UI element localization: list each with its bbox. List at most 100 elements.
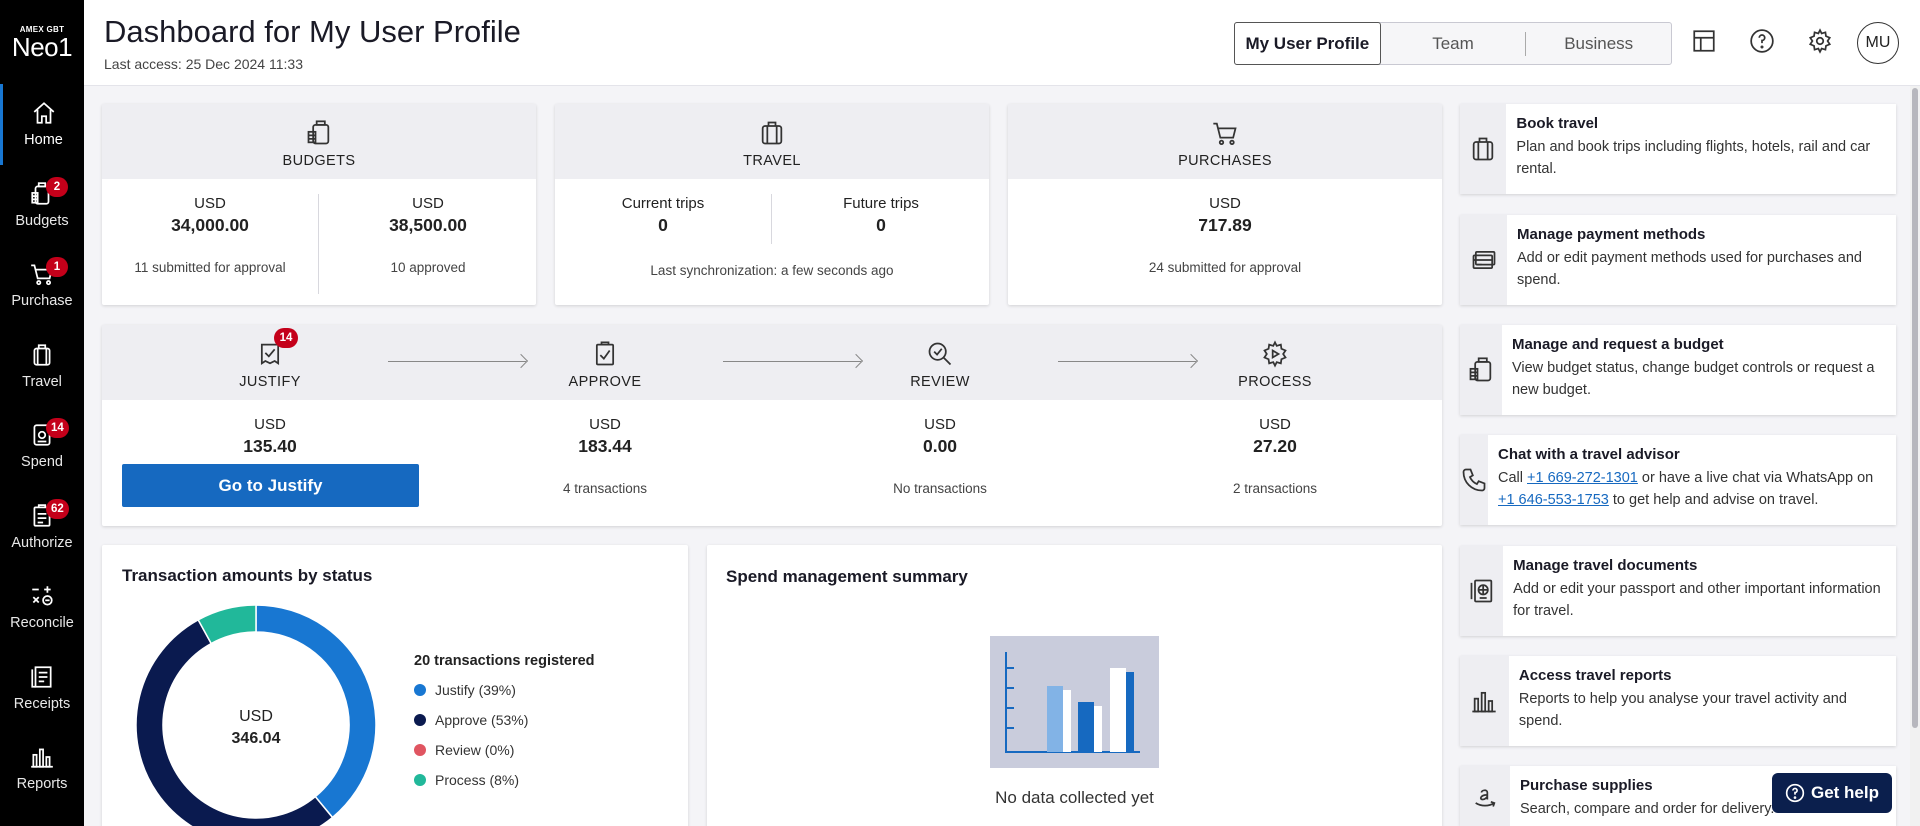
budget-icon [1469, 357, 1492, 382]
approve-metric: USD 183.44 4 transactions [505, 416, 705, 496]
settings-button[interactable] [1805, 26, 1835, 56]
future-trips-metric: Future trips 0 [773, 195, 989, 236]
justify-icon [260, 343, 280, 365]
get-help-button[interactable]: Get help [1772, 773, 1892, 813]
step-justify[interactable]: JUSTIFY [170, 325, 370, 400]
currency-label: USD [1209, 195, 1241, 212]
phone-link-2[interactable]: +1 646-553-1753 [1498, 492, 1609, 508]
action-title: Book travel [1516, 115, 1599, 132]
action-book-travel[interactable]: Book travel Plan and book trips includin… [1460, 104, 1896, 194]
step-approve[interactable]: APPROVE [505, 325, 705, 400]
donut-segment-approve[interactable] [136, 618, 334, 826]
flow-arrow [1058, 361, 1196, 362]
sidebar-item-label: Travel [22, 373, 62, 390]
action-title: Manage and request a budget [1511, 336, 1724, 353]
legend-item-review[interactable]: Review (0%) [414, 742, 595, 758]
budgets-submitted-metric: USD 34,000.00 11 submitted for approval [102, 195, 318, 275]
action-access-travel-reports[interactable]: Access travel reports Reports to help yo… [1460, 656, 1896, 746]
donut-segment-justify[interactable] [255, 605, 376, 819]
tab-my-user-profile[interactable]: My User Profile [1234, 22, 1381, 65]
legend-label: Process (8%) [435, 772, 520, 788]
purchases-card[interactable]: PURCHASES USD 717.89 24 submitted for ap… [1008, 104, 1442, 305]
legend-label: Review (0%) [435, 742, 515, 758]
step-process[interactable]: PROCESS [1175, 325, 1375, 400]
action-chat-travel-advisor[interactable]: Chat with a travel advisor Call +1 669-2… [1460, 435, 1896, 525]
sidebar-item-authorize[interactable]: 62 Authorize [0, 487, 84, 568]
avatar[interactable]: MU [1857, 22, 1899, 64]
go-to-justify-button[interactable]: Go to Justify [122, 464, 419, 507]
action-icon-box [1460, 546, 1504, 636]
sidebar-item-label: Spend [21, 454, 63, 471]
legend-item-process[interactable]: Process (8%) [414, 772, 595, 788]
brand-name: Neo1 [11, 31, 73, 62]
process-sub: 2 transactions [1232, 481, 1318, 496]
travel-card[interactable]: TRAVEL Current trips 0 Future trips 0 La… [555, 104, 989, 305]
tab-business[interactable]: Business [1564, 33, 1634, 53]
legend-item-justify[interactable]: Justify (39%) [414, 682, 595, 698]
get-help-label: Get help [1810, 783, 1879, 802]
action-manage-travel-documents[interactable]: Manage travel documents Add or edit your… [1460, 546, 1896, 636]
currency-label: USD [589, 416, 621, 433]
tab-team[interactable]: Team [1432, 33, 1474, 53]
travel-card-header: TRAVEL [555, 104, 989, 179]
travel-sync: Last synchronization: a few seconds ago [555, 263, 989, 278]
sidebar-item-reports[interactable]: Reports [0, 728, 84, 809]
passport-icon [1470, 579, 1492, 603]
sidebar-item-travel[interactable]: Travel [0, 326, 84, 407]
sidebar-item-spend[interactable]: 14 Spend [0, 406, 84, 487]
action-title: Access travel reports [1518, 667, 1672, 684]
donut-center-currency: USD [239, 708, 273, 725]
sidebar-item-label: Reports [16, 776, 68, 793]
spend-summary-card: Spend management summary No data collect… [707, 545, 1442, 826]
help-button[interactable] [1747, 26, 1777, 56]
home-icon [33, 102, 54, 124]
sidebar-item-label: Reconcile [10, 615, 74, 632]
action-manage-payment-methods[interactable]: Manage payment methods Add or edit payme… [1460, 215, 1896, 305]
budget-icon [307, 120, 330, 145]
currency-label: USD [194, 195, 226, 212]
legend-item-approve[interactable]: Approve (53%) [414, 712, 595, 728]
gear-icon [1808, 28, 1832, 54]
brand-logo[interactable]: AMEX GBT Neo1 [0, 0, 84, 84]
page-header: Dashboard for My User Profile Last acces… [84, 0, 1920, 86]
approve-icon [595, 341, 615, 366]
cart-icon [1213, 122, 1237, 145]
sidebar-item-reconcile[interactable]: Reconcile [0, 567, 84, 648]
sidebar-item-receipts[interactable]: Receipts [0, 648, 84, 729]
budgets-card[interactable]: BUDGETS USD 34,000.00 11 submitted for a… [102, 104, 536, 305]
review-metric: USD 0.00 No transactions [840, 416, 1040, 496]
budget-icon [31, 182, 50, 205]
sidebar-item-home[interactable]: Home [0, 84, 84, 165]
currency-label: USD [412, 195, 444, 212]
legend-dot [414, 774, 426, 786]
review-value: 0.00 [922, 436, 958, 456]
legend-label: Approve (53%) [435, 712, 529, 728]
action-desc: Search, compare and order for delivery. [1520, 801, 1775, 817]
amazon-icon [1475, 789, 1496, 807]
currency-label: USD [254, 416, 286, 433]
layout-button[interactable] [1689, 26, 1719, 56]
action-desc: Plan and book trips including flights, h… [1516, 139, 1871, 177]
scrollbar[interactable] [1910, 86, 1920, 826]
sidebar-item-label: Authorize [11, 534, 73, 551]
sidebar-item-purchase[interactable]: 1 Purchase [0, 245, 84, 326]
sidebar-item-label: Home [24, 132, 63, 149]
sidebar-item-label: Budgets [15, 212, 69, 229]
donut-center-value: 346.04 [232, 730, 281, 747]
process-icon [1263, 340, 1287, 368]
suitcase-icon [761, 121, 783, 145]
question-icon [1785, 783, 1805, 803]
step-review[interactable]: REVIEW [840, 325, 1040, 400]
action-desc: Reports to help you analyse your travel … [1518, 691, 1847, 729]
phone-link-1[interactable]: +1 669-272-1301 [1527, 470, 1638, 486]
donut-segment-process[interactable] [197, 605, 257, 645]
budgets-badge: 2 [46, 176, 68, 197]
future-trips-label: Future trips [843, 195, 919, 212]
budgets-approved-metric: USD 38,500.00 10 approved [320, 195, 536, 275]
suitcase-icon [33, 344, 51, 366]
spend-summary-title: Spend management summary [726, 567, 968, 586]
action-icon-box [1460, 325, 1502, 415]
scrollbar-thumb[interactable] [1912, 88, 1918, 728]
action-manage-budget[interactable]: Manage and request a budget View budget … [1460, 325, 1896, 415]
sidebar-item-budgets[interactable]: 2 Budgets [0, 165, 84, 246]
